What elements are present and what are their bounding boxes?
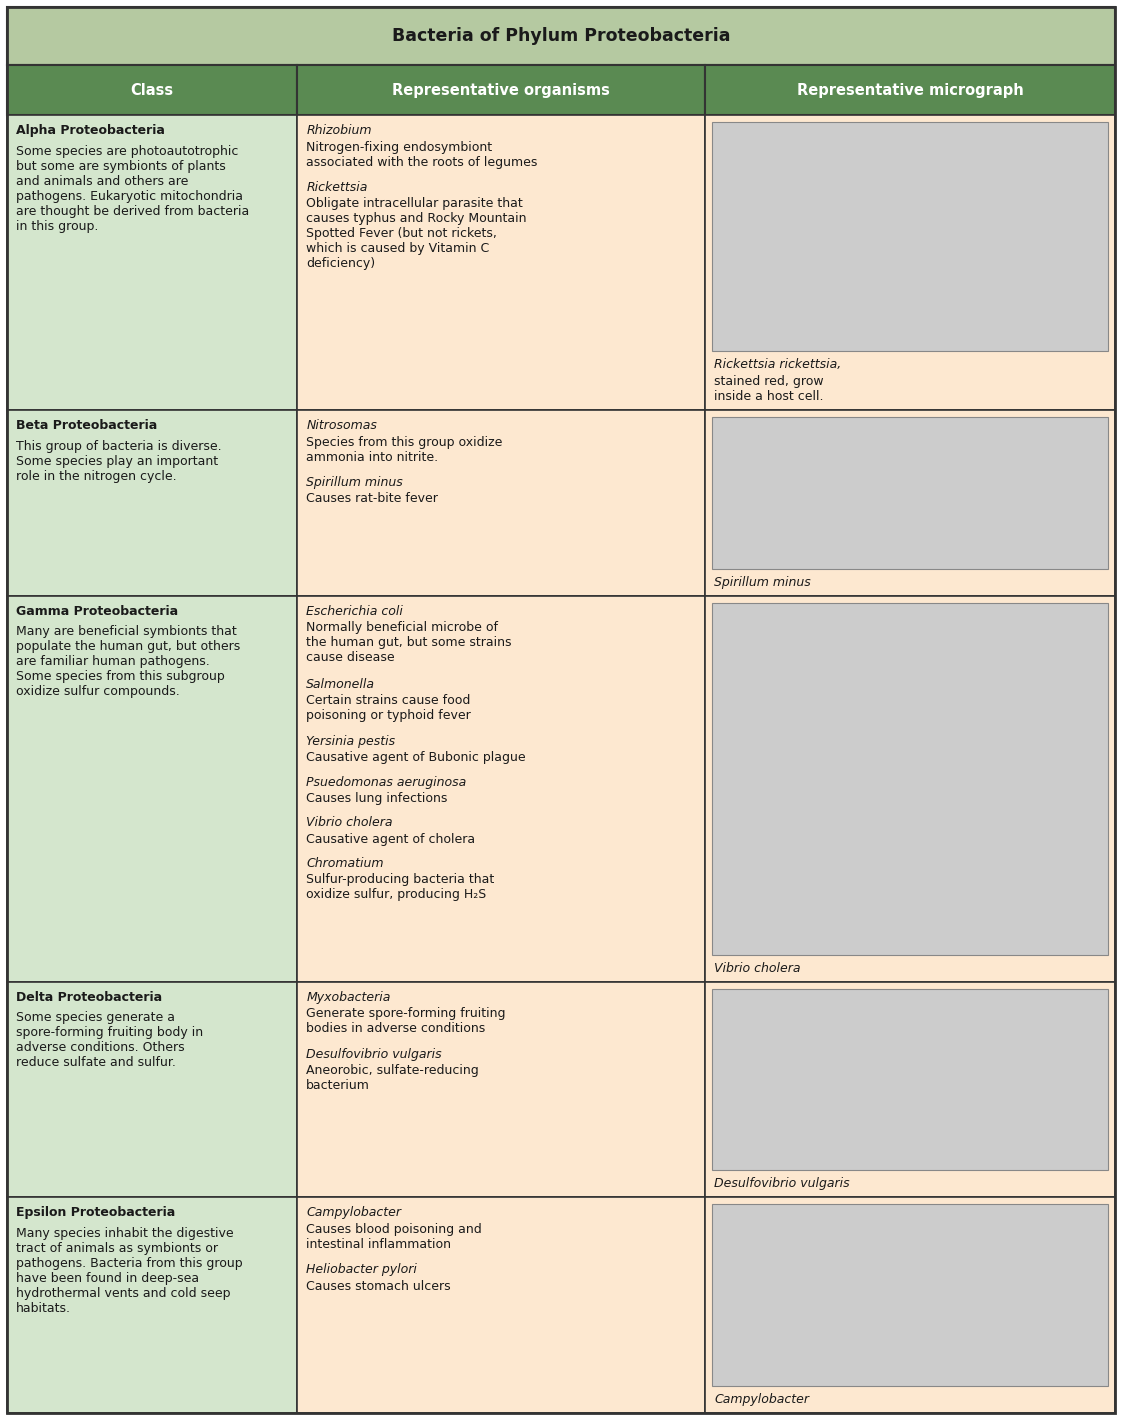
Text: Representative micrograph: Representative micrograph: [797, 82, 1023, 98]
Text: Representative organisms: Representative organisms: [393, 82, 610, 98]
Text: Vibrio cholera: Vibrio cholera: [714, 961, 800, 974]
Bar: [7, 596, 297, 981]
Text: Class: Class: [130, 82, 174, 98]
Text: Some species are photoautotrophic
but some are symbionts of plants
and animals a: Some species are photoautotrophic but so…: [16, 145, 249, 233]
Bar: [7, 410, 297, 596]
Bar: [297, 1197, 705, 1413]
Text: This group of bacteria is diverse.
Some species play an important
role in the ni: This group of bacteria is diverse. Some …: [16, 440, 222, 483]
Text: Delta Proteobacteria: Delta Proteobacteria: [16, 991, 162, 1004]
Bar: [705, 981, 1115, 1197]
Text: Beta Proteobacteria: Beta Proteobacteria: [16, 419, 157, 432]
Bar: [7, 65, 297, 115]
Bar: [7, 1197, 297, 1413]
Text: Nitrosomas: Nitrosomas: [306, 419, 377, 432]
Text: Vibrio cholera: Vibrio cholera: [306, 816, 393, 829]
Text: Psuedomonas aeruginosa: Psuedomonas aeruginosa: [306, 775, 467, 788]
Bar: [705, 115, 1115, 410]
Text: Bacteria of Phylum Proteobacteria: Bacteria of Phylum Proteobacteria: [392, 27, 730, 45]
Text: Many are beneficial symbionts that
populate the human gut, but others
are famili: Many are beneficial symbionts that popul…: [16, 625, 240, 699]
Text: Generate spore-forming fruiting
bodies in adverse conditions: Generate spore-forming fruiting bodies i…: [306, 1007, 506, 1035]
Bar: [712, 417, 1109, 569]
Text: Desulfovibrio vulgaris: Desulfovibrio vulgaris: [714, 1177, 849, 1190]
Text: Gamma Proteobacteria: Gamma Proteobacteria: [16, 605, 178, 618]
Text: Causative agent of cholera: Causative agent of cholera: [306, 832, 476, 845]
Text: Certain strains cause food
poisoning or typhoid fever: Certain strains cause food poisoning or …: [306, 694, 471, 723]
Text: Chromatium: Chromatium: [306, 858, 384, 870]
Text: Campylobacter: Campylobacter: [306, 1207, 402, 1220]
Text: Yersinia pestis: Yersinia pestis: [306, 736, 395, 748]
Text: Spirillum minus: Spirillum minus: [306, 476, 403, 490]
Bar: [712, 122, 1109, 351]
Bar: [297, 115, 705, 410]
Bar: [712, 1204, 1109, 1386]
Text: Normally beneficial microbe of
the human gut, but some strains
cause disease: Normally beneficial microbe of the human…: [306, 622, 512, 665]
Bar: [7, 981, 297, 1197]
Text: Nitrogen-fixing endosymbiont
associated with the roots of legumes: Nitrogen-fixing endosymbiont associated …: [306, 141, 537, 169]
Text: Species from this group oxidize
ammonia into nitrite.: Species from this group oxidize ammonia …: [306, 436, 503, 463]
Bar: [705, 1197, 1115, 1413]
Text: Causes rat-bite fever: Causes rat-bite fever: [306, 493, 439, 506]
Text: Campylobacter: Campylobacter: [714, 1393, 809, 1406]
Text: stained red, grow
inside a host cell.: stained red, grow inside a host cell.: [714, 375, 824, 403]
Text: Obligate intracellular parasite that
causes typhus and Rocky Mountain
Spotted Fe: Obligate intracellular parasite that cau…: [306, 197, 527, 270]
Text: Salmonella: Salmonella: [306, 679, 375, 692]
Text: Causes stomach ulcers: Causes stomach ulcers: [306, 1279, 451, 1292]
Text: Epsilon Proteobacteria: Epsilon Proteobacteria: [16, 1207, 175, 1220]
Bar: [705, 410, 1115, 596]
Bar: [297, 596, 705, 981]
Bar: [297, 981, 705, 1197]
Text: Causes lung infections: Causes lung infections: [306, 792, 448, 805]
Bar: [7, 7, 1115, 65]
Bar: [297, 65, 705, 115]
Text: Myxobacteria: Myxobacteria: [306, 991, 390, 1004]
Text: Sulfur-producing bacteria that
oxidize sulfur, producing H₂S: Sulfur-producing bacteria that oxidize s…: [306, 873, 495, 902]
Text: Causative agent of Bubonic plague: Causative agent of Bubonic plague: [306, 751, 526, 764]
Text: Desulfovibrio vulgaris: Desulfovibrio vulgaris: [306, 1048, 442, 1061]
Text: Escherichia coli: Escherichia coli: [306, 605, 403, 618]
Text: Rickettsia: Rickettsia: [306, 182, 368, 195]
Bar: [705, 596, 1115, 981]
Bar: [297, 410, 705, 596]
Text: Causes blood poisoning and
intestinal inflammation: Causes blood poisoning and intestinal in…: [306, 1223, 482, 1251]
Bar: [712, 988, 1109, 1170]
Bar: [705, 65, 1115, 115]
Text: Many species inhabit the digestive
tract of animals as symbionts or
pathogens. B: Many species inhabit the digestive tract…: [16, 1227, 242, 1315]
Text: Spirillum minus: Spirillum minus: [714, 577, 811, 589]
Text: Alpha Proteobacteria: Alpha Proteobacteria: [16, 125, 165, 138]
Text: Rickettsia rickettsia,: Rickettsia rickettsia,: [714, 358, 842, 371]
Text: Heliobacter pylori: Heliobacter pylori: [306, 1264, 417, 1277]
Bar: [712, 604, 1109, 954]
Text: Some species generate a
spore-forming fruiting body in
adverse conditions. Other: Some species generate a spore-forming fr…: [16, 1011, 203, 1069]
Text: Rhizobium: Rhizobium: [306, 125, 371, 138]
Bar: [7, 115, 297, 410]
Text: Aneorobic, sulfate-reducing
bacterium: Aneorobic, sulfate-reducing bacterium: [306, 1064, 479, 1092]
